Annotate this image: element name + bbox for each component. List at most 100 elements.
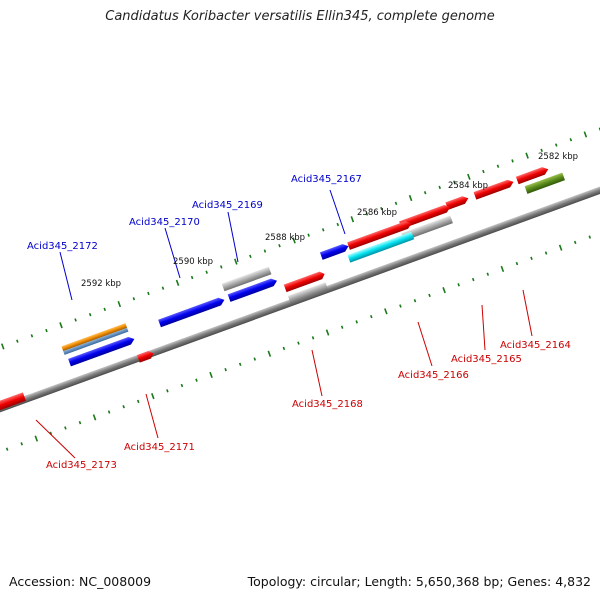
scale-tick: [92, 414, 97, 421]
scale-tick: [340, 325, 344, 329]
scale-tick: [107, 410, 111, 414]
scale-tick: [350, 216, 355, 223]
gene-arrow[interactable]: [63, 327, 129, 355]
scale-tick: [64, 426, 67, 430]
scale-tick: [34, 435, 39, 442]
scale-tick: [175, 279, 180, 286]
scale-tick: [180, 383, 184, 388]
scale-tick: [482, 169, 485, 174]
scale-tick: [554, 143, 558, 147]
genome-summary-text: Topology: circular; Length: 5,650,368 bp…: [247, 574, 591, 589]
scale-tick: [365, 212, 369, 216]
scale-tick: [166, 389, 169, 393]
scale-tick: [384, 308, 388, 315]
scale-tick: [573, 240, 577, 245]
gene-label[interactable]: Acid345_2167: [291, 174, 362, 185]
scale-tick: [540, 148, 543, 152]
gene-arrow[interactable]: [445, 195, 469, 210]
scale-tick: [190, 275, 194, 280]
scale-tick: [321, 228, 325, 232]
map-title: Candidatus Koribacter versatilis Ellin34…: [105, 9, 495, 24]
gene-label[interactable]: Acid345_2164: [500, 340, 571, 351]
scale-tick: [122, 405, 125, 409]
gene-labels-reverse: Acid345_2164 Acid345_2165 Acid345_2166 A…: [46, 340, 571, 471]
gene-label[interactable]: Acid345_2170: [129, 217, 200, 228]
gene-arrow[interactable]: [515, 165, 550, 185]
scale-tick: [325, 329, 330, 336]
scale-tick: [253, 357, 257, 361]
scale-tick: [423, 191, 427, 195]
scale-tick: [278, 244, 281, 248]
gene-label[interactable]: Acid345_2166: [398, 370, 469, 381]
scale-tick: [311, 336, 315, 340]
scale-tick: [205, 270, 208, 274]
scale-tick: [59, 322, 63, 329]
scale-tick: [530, 256, 533, 260]
scale-tick: [49, 431, 53, 435]
gene-label[interactable]: Acid345_2171: [124, 442, 195, 453]
scale-tick: [394, 201, 398, 206]
scale-tick: [467, 173, 471, 180]
scale-tick: [151, 393, 155, 400]
scale-label: 2590 kbp: [173, 257, 213, 267]
gene-arrow-acid345-2170[interactable]: [158, 296, 226, 328]
gene-label[interactable]: Acid345_2169: [192, 200, 263, 211]
scale-tick: [45, 328, 48, 333]
gene-arrow-acid345-2169[interactable]: [221, 266, 272, 292]
scale-label: 2586 kbp: [357, 208, 397, 218]
scale-tick: [588, 235, 592, 239]
gene-arrow[interactable]: [399, 203, 452, 229]
scale-tick: [0, 343, 5, 350]
scale-tick: [16, 339, 19, 343]
gene-arrow[interactable]: [473, 178, 515, 200]
gene-arrow[interactable]: [68, 335, 136, 367]
scale-tick: [132, 297, 136, 301]
scale-tick: [136, 399, 140, 404]
scale-tick: [292, 237, 296, 244]
scale-tick: [267, 350, 272, 357]
scale-tick: [453, 180, 456, 184]
scale-ticks-lower: [5, 235, 592, 451]
gene-arrow[interactable]: [283, 270, 326, 293]
scale-tick: [370, 314, 373, 319]
scale-labels: 2582 kbp 2584 kbp 2586 kbp 2588 kbp 2590…: [81, 152, 578, 289]
scale-tick: [500, 265, 505, 273]
gene-label[interactable]: Acid345_2165: [451, 354, 522, 365]
scale-tick: [282, 346, 286, 351]
scale-tick: [525, 152, 529, 159]
scale-tick: [544, 251, 548, 255]
gene-arrow[interactable]: [227, 277, 279, 302]
scale-tick: [20, 442, 23, 446]
scale-tick: [238, 362, 242, 367]
scale-label: 2584 kbp: [448, 181, 488, 191]
scale-tick: [195, 378, 198, 382]
leader-lines: [35, 189, 533, 459]
scale-tick: [117, 300, 122, 308]
gene-label[interactable]: Acid345_2172: [27, 241, 98, 252]
scale-label: 2588 kbp: [265, 233, 305, 243]
scale-tick: [161, 286, 165, 290]
gene-label[interactable]: Acid345_2168: [292, 399, 363, 410]
scale-tick: [515, 261, 519, 266]
gene-arrow-acid345-2173[interactable]: [0, 392, 26, 418]
scale-tick: [428, 293, 431, 298]
gene-arrow[interactable]: [524, 172, 565, 194]
gene-arrow[interactable]: [137, 350, 155, 363]
scale-tick: [103, 307, 106, 312]
forward-genes: [0, 165, 565, 418]
gene-label[interactable]: Acid345_2173: [46, 460, 117, 471]
scale-tick: [5, 447, 9, 451]
scale-tick: [558, 244, 563, 251]
gene-arrow[interactable]: [287, 282, 329, 304]
scale-tick: [413, 299, 417, 303]
scale-tick: [74, 318, 77, 322]
gene-arrow-acid345-2167[interactable]: [319, 242, 350, 260]
gene-arrow-acid345-2172[interactable]: [61, 323, 128, 352]
scale-tick: [399, 304, 402, 308]
gene-arrow[interactable]: [347, 219, 413, 250]
scale-tick: [471, 277, 475, 282]
gene-arrow[interactable]: [401, 215, 453, 241]
scale-label: 2592 kbp: [81, 279, 121, 289]
gene-arrow[interactable]: [347, 231, 415, 263]
